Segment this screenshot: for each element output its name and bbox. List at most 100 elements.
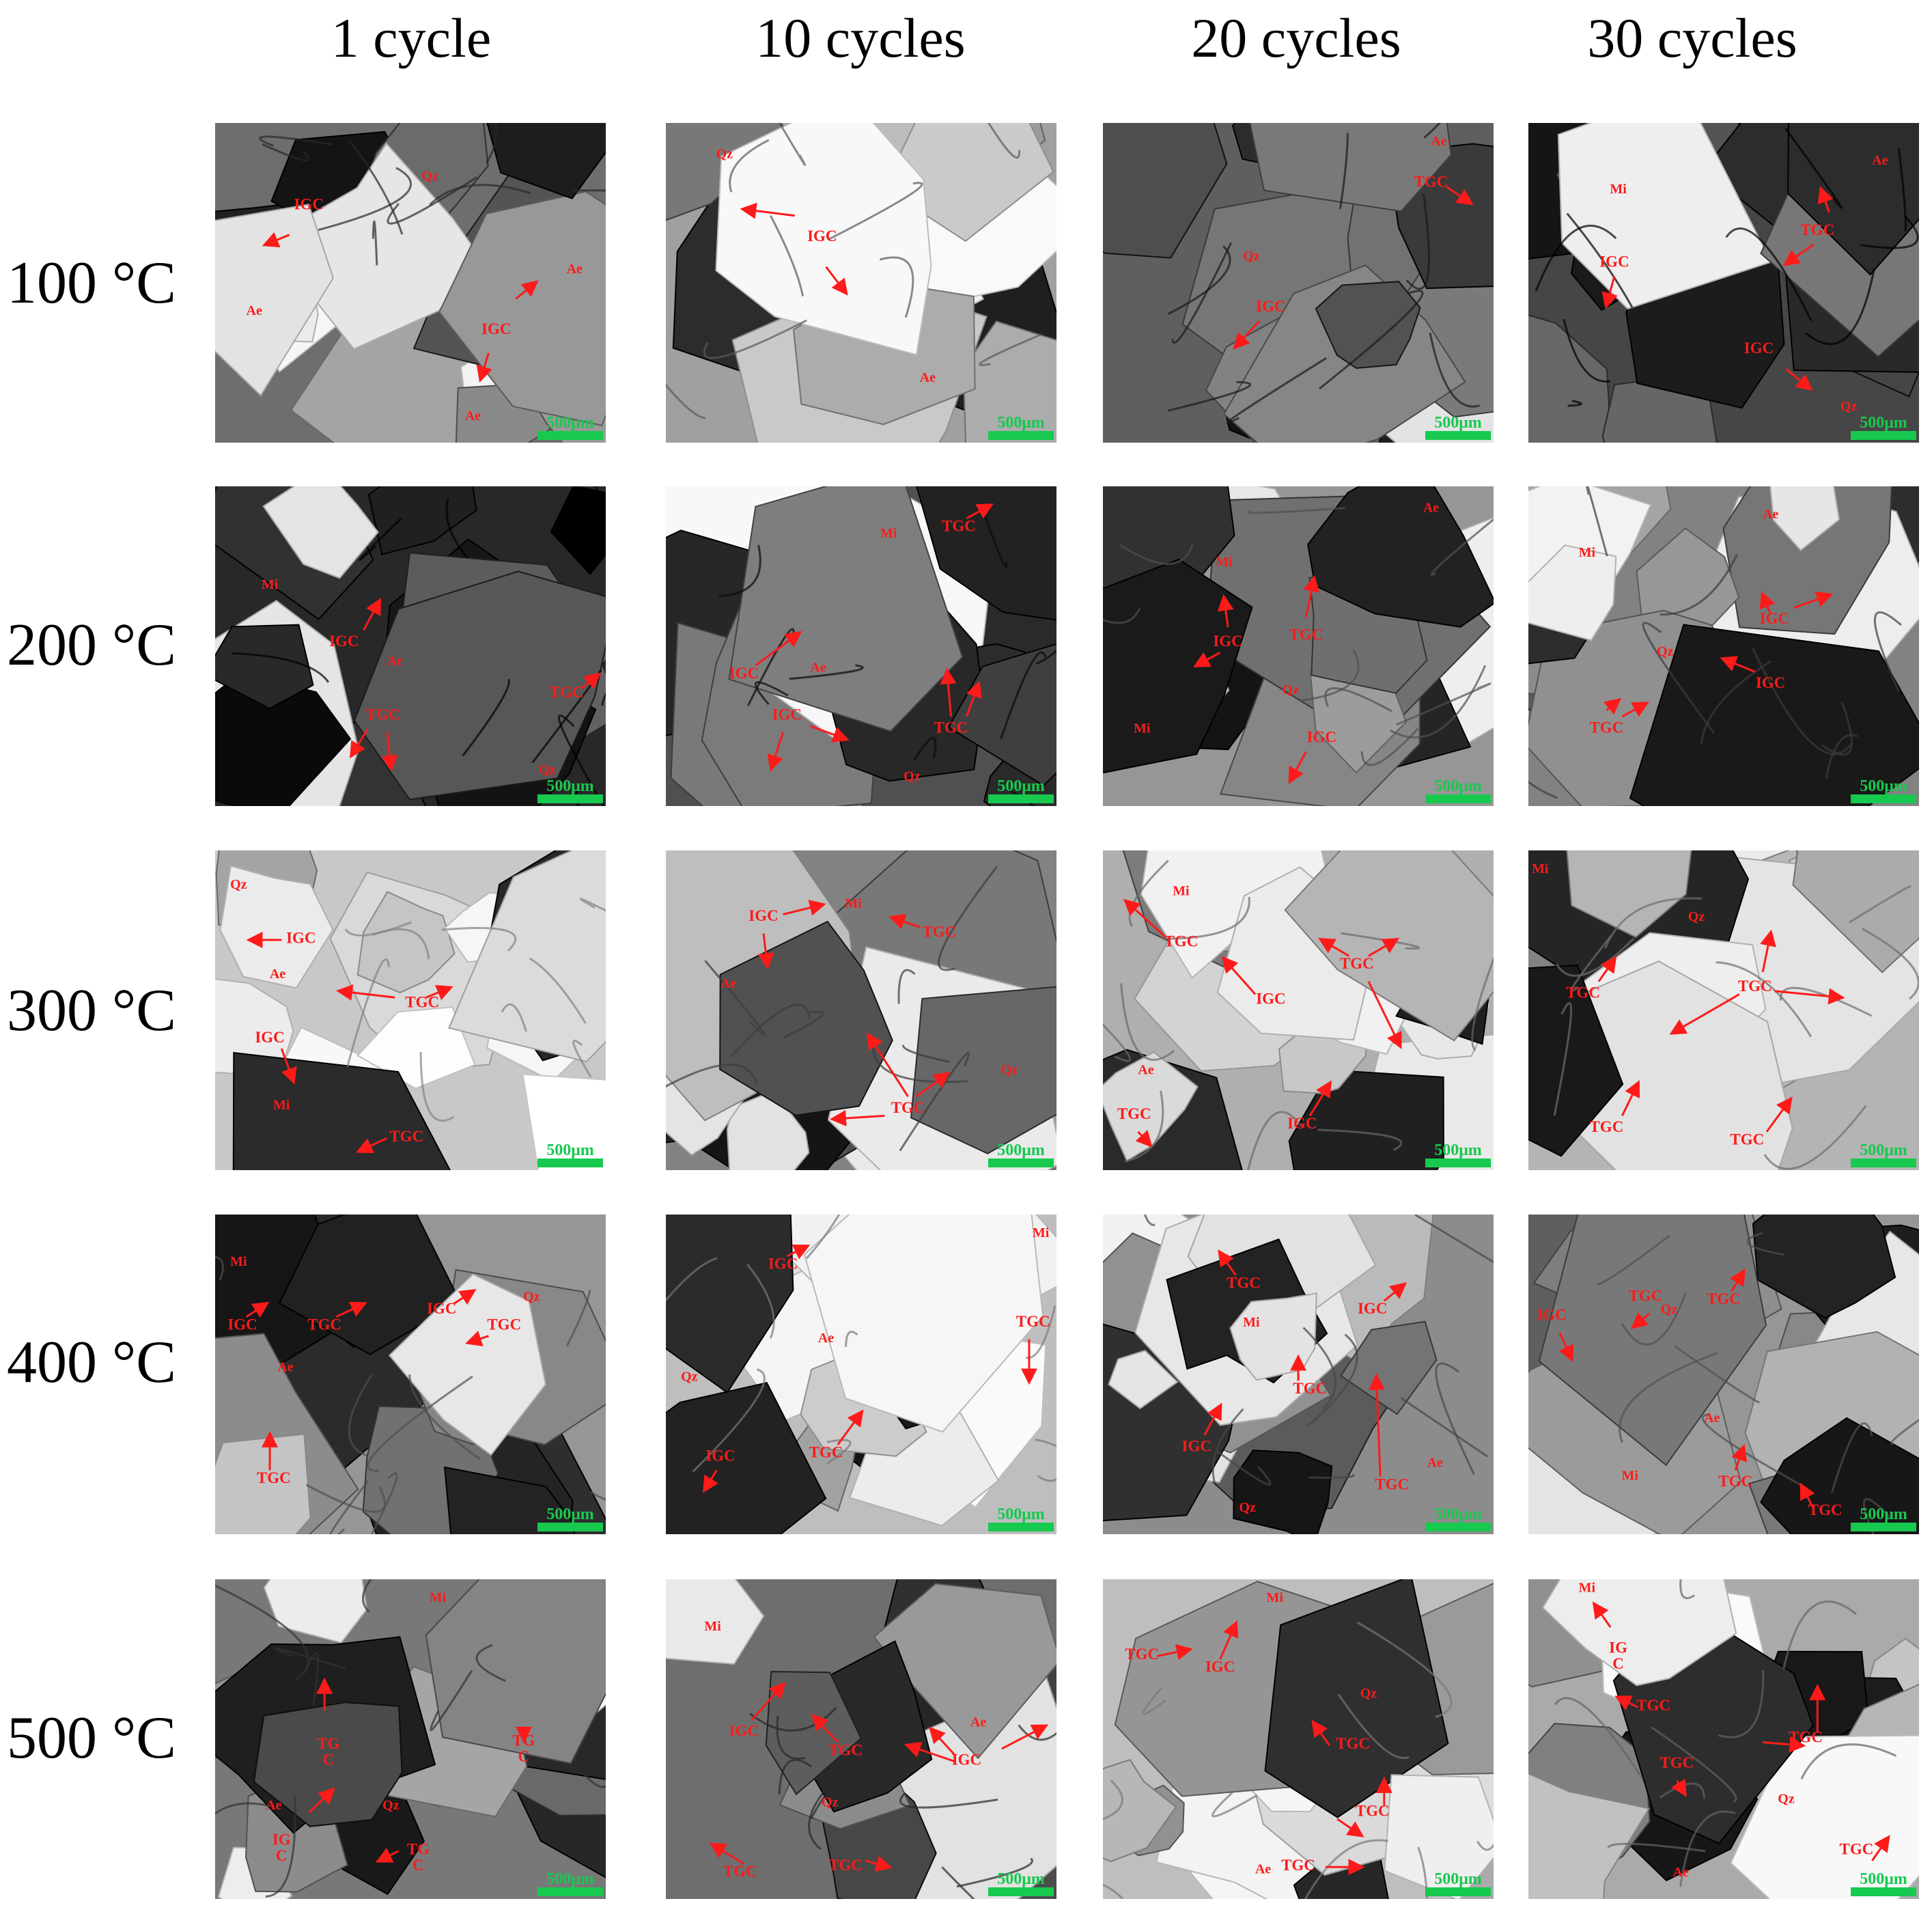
mineral-label: Mi — [1033, 1225, 1050, 1240]
crack-arrow — [1817, 186, 1834, 213]
micrograph-texture — [1103, 1579, 1494, 1899]
mineral-label: Mi — [1579, 545, 1596, 560]
scale-bar-label: 500μm — [1860, 414, 1907, 432]
mineral-label: Qz — [716, 146, 733, 161]
mineral-label: Ae — [277, 1359, 293, 1374]
crack-type-label: TGC — [1340, 955, 1374, 972]
crack-arrow — [1760, 929, 1776, 973]
scale-bar-label: 500μm — [1860, 1506, 1907, 1523]
crack-arrow — [280, 1048, 297, 1085]
crack-arrow — [928, 1726, 956, 1756]
crack-type-label: TGC — [723, 1863, 757, 1880]
scale-bar — [1851, 1887, 1916, 1896]
crack-type-label: TGC — [366, 706, 400, 723]
crack-type-label: IGC — [1756, 674, 1785, 691]
crack-type-label: TGC — [1808, 1501, 1843, 1518]
crack-type-label: TGC — [487, 1316, 521, 1333]
crack-type-label: IGC — [772, 706, 802, 723]
crack-arrow — [1558, 1332, 1574, 1363]
mineral-label: Mi — [1216, 555, 1233, 570]
mineral-label: Ae — [1427, 1456, 1443, 1471]
crack-type-label: TGC — [1566, 984, 1600, 1001]
mineral-label: Ae — [1763, 507, 1778, 522]
crack-arrow — [1671, 1778, 1687, 1797]
scale-bar-label: 500μm — [546, 777, 594, 795]
crack-type-label: IGC — [705, 1447, 735, 1464]
crack-arrow — [1318, 938, 1350, 957]
mineral-label: Mi — [1532, 861, 1549, 876]
crack-arrow — [1763, 1736, 1806, 1753]
micrograph-texture — [1103, 1215, 1494, 1534]
micrograph-panel-200c-30cyc: Ae Mi Qz IGC IGC TGC 500μm — [1528, 486, 1919, 806]
crack-arrow — [1217, 594, 1234, 628]
scale-bar-label: 500μm — [1434, 414, 1482, 432]
crack-arrow — [381, 732, 398, 772]
scale-bar — [1851, 1523, 1916, 1531]
mineral-label: Qz — [230, 877, 247, 892]
micrograph-texture — [666, 123, 1056, 443]
crack-type-label: TGC — [1227, 1275, 1261, 1292]
crack-type-label: IGC — [329, 633, 359, 650]
scale-bar — [537, 794, 603, 803]
scale-bar — [537, 1887, 603, 1896]
mineral-label: Ae — [1704, 1411, 1720, 1426]
crack-arrow — [757, 933, 774, 970]
crack-type-label: IGC — [427, 1300, 456, 1317]
crack-type-label: TGC — [1629, 1287, 1663, 1304]
crack-arrow — [308, 1787, 335, 1814]
scale-bar-label: 500μm — [546, 1141, 594, 1159]
scale-bar-label: 500μm — [1860, 1141, 1907, 1159]
micrograph-panel-100c-1cyc: Qz Ae Ae Ae IGC IGC 500μm — [215, 123, 606, 443]
crack-type-label: IGC — [729, 665, 759, 682]
crack-arrow — [1774, 988, 1845, 1005]
crack-type-label: TGC — [1293, 1380, 1327, 1397]
mineral-label: Qz — [1243, 249, 1260, 264]
mineral-label: Qz — [1360, 1686, 1377, 1701]
crack-arrow — [465, 1331, 489, 1347]
crack-type-label: TGC — [809, 1444, 843, 1461]
crack-type-label: IGC — [807, 227, 837, 245]
crack-type-label: IGC — [1205, 1659, 1235, 1676]
scale-bar-label: 500μm — [1434, 777, 1482, 795]
crack-type-label: IGC — [1358, 1300, 1387, 1317]
crack-type-label: TGC — [1125, 1646, 1159, 1663]
crack-arrow — [1135, 1130, 1153, 1148]
crack-type-label: TGC — [1356, 1802, 1390, 1819]
crack-arrow — [1303, 574, 1320, 618]
scale-bar-label: 500μm — [546, 1870, 594, 1888]
crack-arrow — [740, 202, 795, 219]
crack-type-label: C — [1612, 1655, 1624, 1672]
crack-type-label: TGC — [922, 923, 956, 940]
crack-type-label: TGC — [1414, 174, 1448, 191]
mineral-label: Mi — [430, 1590, 447, 1605]
micrograph-panel-300c-20cyc: Mi Ae TGC IGC TGC IGC TGC 500μm — [1103, 850, 1494, 1170]
mineral-label: Mi — [1134, 721, 1151, 736]
crack-arrow — [1793, 591, 1834, 609]
mineral-label: Ae — [1431, 134, 1446, 149]
scale-bar — [1425, 1159, 1491, 1167]
crack-arrow — [786, 1244, 811, 1260]
crack-type-label: TGC — [1718, 1473, 1752, 1490]
crack-type-label: C — [412, 1857, 424, 1874]
row-header-100c: 100 °C — [7, 250, 176, 316]
mineral-label: Qz — [1778, 1792, 1795, 1807]
column-header-1-cycle: 1 cycle — [331, 7, 492, 69]
crack-type-label: TGC — [1738, 977, 1772, 995]
crack-type-label: TGC — [1375, 1475, 1409, 1493]
crack-type-label: IGC — [952, 1751, 981, 1768]
column-header-30-cycles: 30 cycles — [1587, 7, 1797, 69]
micrograph-texture — [666, 1579, 1056, 1899]
crack-type-label: IGC — [1760, 610, 1789, 627]
crack-arrow — [350, 728, 369, 759]
crack-arrow — [1621, 1080, 1640, 1117]
scale-bar — [1425, 431, 1491, 440]
mineral-label: Mi — [1610, 182, 1627, 197]
micrograph-panel-100c-30cyc: Ae Mi Qz TGC IGC IGC 500μm — [1528, 123, 1919, 443]
crack-arrow — [940, 667, 957, 717]
crack-arrow — [810, 725, 850, 743]
crack-arrow — [1785, 368, 1813, 391]
micrograph-texture — [1528, 486, 1919, 806]
micrograph-texture — [1528, 1215, 1919, 1534]
crack-arrow — [1731, 1443, 1747, 1471]
crack-type-label: TGC — [1589, 719, 1623, 736]
